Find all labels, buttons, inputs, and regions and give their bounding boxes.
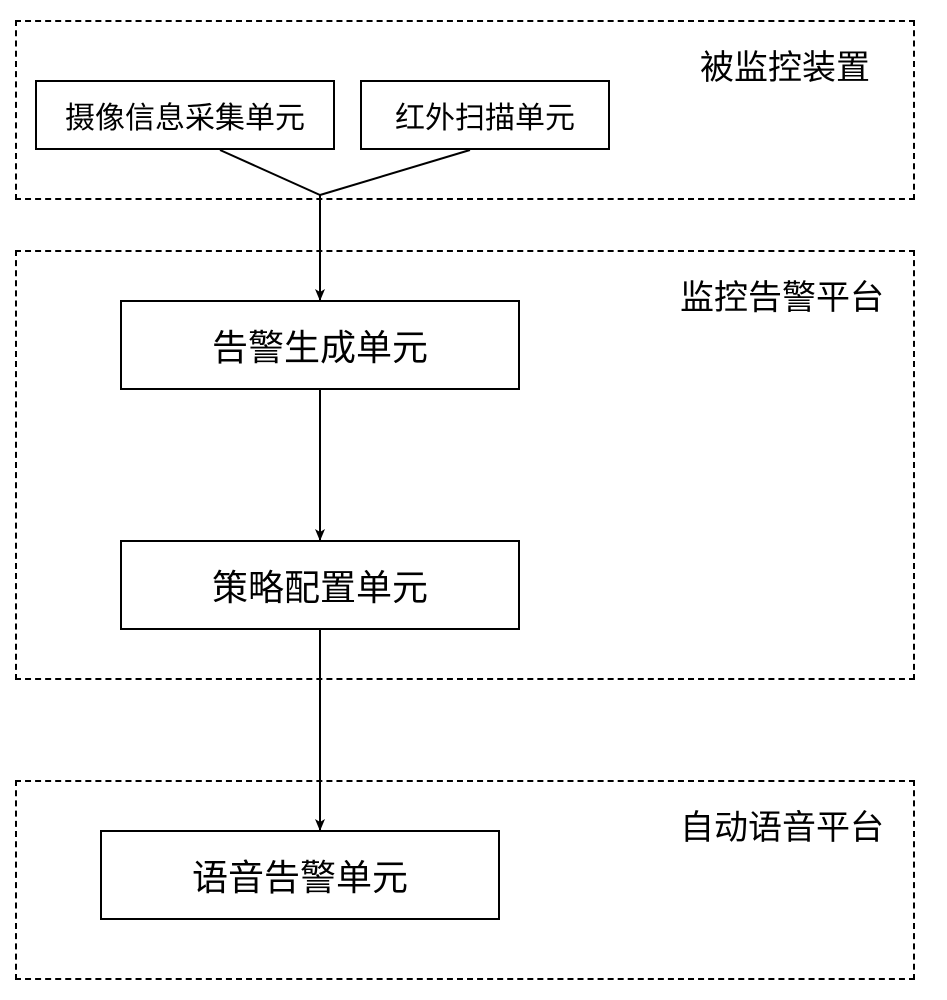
panel-alarm-platform-label: 监控告警平台 <box>680 270 884 319</box>
box-voice-alarm-unit-text: 语音告警单元 <box>192 849 408 901</box>
box-infrared-unit-text: 红外扫描单元 <box>395 93 575 137</box>
box-camera-unit: 摄像信息采集单元 <box>35 80 335 150</box>
box-policy-config-unit-text: 策略配置单元 <box>212 559 428 611</box>
box-infrared-unit: 红外扫描单元 <box>360 80 610 150</box>
box-voice-alarm-unit: 语音告警单元 <box>100 830 500 920</box>
box-policy-config-unit: 策略配置单元 <box>120 540 520 630</box>
diagram-canvas: 被监控装置 监控告警平台 自动语音平台 摄像信息采集单元 红外扫描单元 告警生成… <box>0 0 947 1000</box>
panel-voice-platform-label: 自动语音平台 <box>680 800 884 849</box>
box-alarm-generate-unit: 告警生成单元 <box>120 300 520 390</box>
panel-monitored-device-label: 被监控装置 <box>700 40 870 89</box>
box-alarm-generate-unit-text: 告警生成单元 <box>212 319 428 371</box>
box-camera-unit-text: 摄像信息采集单元 <box>65 93 305 137</box>
